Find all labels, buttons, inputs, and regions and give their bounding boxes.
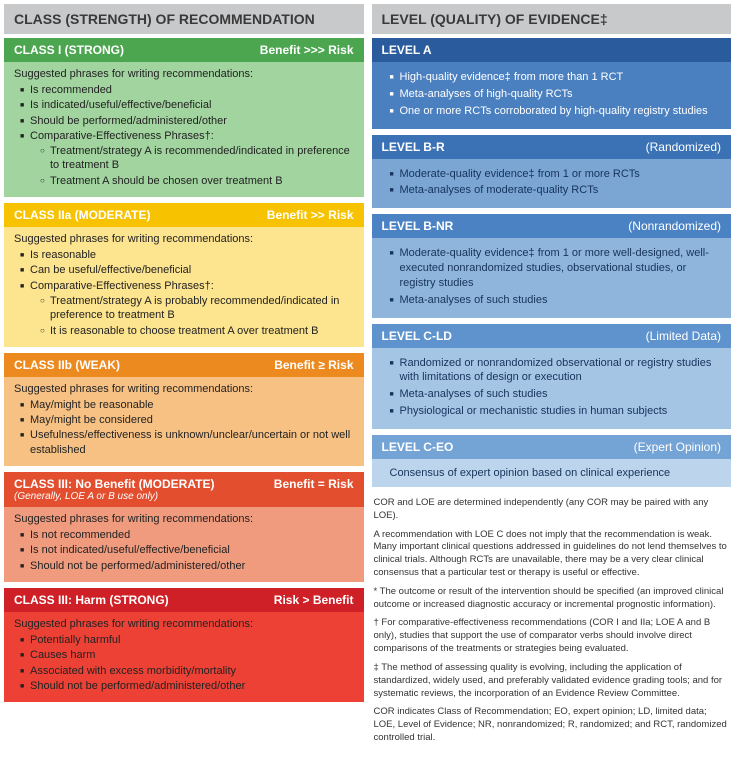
- list-subitem: It is reasonable to choose treatment A o…: [40, 324, 354, 338]
- class-header: CLASS I (STRONG) Benefit >>> Risk: [4, 38, 364, 62]
- list-item: Physiological or mechanistic studies in …: [390, 404, 720, 419]
- class-name: CLASS IIb (WEAK): [14, 358, 120, 372]
- list-item: Associated with excess morbidity/mortali…: [20, 664, 354, 678]
- level-block: LEVEL C-EO (Expert Opinion) Consensus of e…: [372, 435, 732, 487]
- class-intro: Suggested phrases for writing recommenda…: [14, 618, 354, 630]
- list-item: Is recommended: [20, 83, 354, 97]
- level-qualifier: (Expert Opinion): [634, 440, 721, 454]
- list-item: Meta-analyses of such studies: [390, 293, 720, 308]
- class-name: CLASS III: Harm (STRONG): [14, 593, 169, 607]
- level-header: LEVEL B-NR (Nonrandomized): [372, 214, 732, 238]
- list-subitem: Treatment/strategy A is recommended/indi…: [40, 144, 354, 173]
- level-header: LEVEL A: [372, 38, 732, 62]
- class-body: Suggested phrases for writing recommenda…: [4, 612, 364, 702]
- level-body: Moderate-quality evidence‡ from 1 or mor…: [372, 159, 732, 209]
- list-subitem: Treatment A should be chosen over treatm…: [40, 174, 354, 188]
- list-item: Should be performed/administered/other: [20, 114, 354, 128]
- list-item: Should not be performed/administered/oth…: [20, 559, 354, 573]
- class-block: CLASS III: Harm (STRONG) Risk > Benefit Su…: [4, 588, 364, 702]
- class-risk: Benefit ≥ Risk: [274, 358, 353, 372]
- class-body: Suggested phrases for writing recommenda…: [4, 507, 364, 582]
- level-name: LEVEL C-LD: [382, 329, 452, 343]
- list-item: Is not indicated/useful/effective/benefi…: [20, 543, 354, 557]
- infographic-container: CLASS (STRENGTH) OF RECOMMENDATION CLASS…: [0, 0, 735, 759]
- class-header: CLASS IIb (WEAK) Benefit ≥ Risk: [4, 353, 364, 377]
- class-block: CLASS IIa (MODERATE) Benefit >> Risk Sugge…: [4, 203, 364, 347]
- footnote: COR indicates Class of Recommendation; E…: [374, 706, 730, 744]
- list-item: Can be useful/effective/beneficial: [20, 263, 354, 277]
- left-title: CLASS (STRENGTH) OF RECOMMENDATION: [4, 4, 364, 34]
- level-name: LEVEL B-NR: [382, 219, 454, 233]
- level-name: LEVEL A: [382, 43, 432, 57]
- level-qualifier: (Limited Data): [646, 329, 721, 343]
- class-block: CLASS I (STRONG) Benefit >>> Risk Suggeste…: [4, 38, 364, 197]
- level-header: LEVEL C-LD (Limited Data): [372, 324, 732, 348]
- footnote: * The outcome or result of the intervent…: [374, 586, 730, 612]
- class-body: Suggested phrases for writing recommenda…: [4, 62, 364, 197]
- level-name: LEVEL B-R: [382, 140, 445, 154]
- class-subtitle: (Generally, LOE A or B use only): [14, 491, 214, 502]
- class-name: CLASS I (STRONG): [14, 43, 124, 57]
- level-block: LEVEL B-R (Randomized) Moderate-quality ev…: [372, 135, 732, 209]
- class-block: CLASS IIb (WEAK) Benefit ≥ Risk Suggested …: [4, 353, 364, 466]
- footnote: COR and LOE are determined independently…: [374, 497, 730, 523]
- list-item: Causes harm: [20, 648, 354, 662]
- list-item: May/might be considered: [20, 413, 354, 427]
- list-item: Moderate-quality evidence‡ from 1 or mor…: [390, 246, 720, 291]
- level-body: Moderate-quality evidence‡ from 1 or mor…: [372, 238, 732, 317]
- level-block: LEVEL C-LD (Limited Data) Randomized or no…: [372, 324, 732, 429]
- level-body: Randomized or nonrandomized observationa…: [372, 348, 732, 429]
- list-item: Comparative-Effectiveness Phrases†:Treat…: [20, 129, 354, 188]
- class-name: CLASS IIa (MODERATE): [14, 208, 150, 222]
- list-item: Should not be performed/administered/oth…: [20, 679, 354, 693]
- level-name: LEVEL C-EO: [382, 440, 454, 454]
- list-subitem: Treatment/strategy A is probably recomme…: [40, 294, 354, 323]
- level-body: High-quality evidence‡ from more than 1 …: [372, 62, 732, 129]
- level-block: LEVEL B-NR (Nonrandomized) Moderate-qualit…: [372, 214, 732, 317]
- class-intro: Suggested phrases for writing recommenda…: [14, 233, 354, 245]
- list-item: Is not recommended: [20, 528, 354, 542]
- class-header: CLASS IIa (MODERATE) Benefit >> Risk: [4, 203, 364, 227]
- level-header: LEVEL B-R (Randomized): [372, 135, 732, 159]
- class-name: CLASS III: No Benefit (MODERATE): [14, 477, 214, 491]
- list-item: Moderate-quality evidence‡ from 1 or mor…: [390, 167, 720, 182]
- list-item: Is indicated/useful/effective/beneficial: [20, 98, 354, 112]
- class-intro: Suggested phrases for writing recommenda…: [14, 513, 354, 525]
- footnotes: COR and LOE are determined independently…: [372, 493, 732, 755]
- list-item: Is reasonable: [20, 248, 354, 262]
- level-qualifier: (Nonrandomized): [628, 219, 721, 233]
- level-plain-text: Consensus of expert opinion based on cli…: [384, 467, 720, 479]
- footnote: † For comparative-effectiveness recommen…: [374, 617, 730, 655]
- list-item: Usefulness/effectiveness is unknown/uncl…: [20, 428, 354, 457]
- class-body: Suggested phrases for writing recommenda…: [4, 377, 364, 466]
- level-header: LEVEL C-EO (Expert Opinion): [372, 435, 732, 459]
- footnote: A recommendation with LOE C does not imp…: [374, 529, 730, 580]
- list-item: Meta-analyses of such studies: [390, 387, 720, 402]
- class-risk: Benefit = Risk: [274, 477, 354, 491]
- footnote: ‡ The method of assessing quality is evo…: [374, 662, 730, 700]
- class-intro: Suggested phrases for writing recommenda…: [14, 68, 354, 80]
- level-block: LEVEL A High-quality evidence‡ from more …: [372, 38, 732, 129]
- class-header: CLASS III: No Benefit (MODERATE)(General…: [4, 472, 364, 507]
- list-item: Comparative-Effectiveness Phrases†:Treat…: [20, 279, 354, 338]
- class-risk: Benefit >> Risk: [267, 208, 354, 222]
- level-qualifier: (Randomized): [646, 140, 721, 154]
- list-item: High-quality evidence‡ from more than 1 …: [390, 70, 720, 85]
- list-item: One or more RCTs corroborated by high-qu…: [390, 104, 720, 119]
- level-body: Consensus of expert opinion based on cli…: [372, 459, 732, 487]
- class-intro: Suggested phrases for writing recommenda…: [14, 383, 354, 395]
- list-item: Potentially harmful: [20, 633, 354, 647]
- list-item: May/might be reasonable: [20, 398, 354, 412]
- left-column: CLASS (STRENGTH) OF RECOMMENDATION CLASS…: [4, 4, 364, 755]
- list-item: Randomized or nonrandomized observationa…: [390, 356, 720, 386]
- class-header: CLASS III: Harm (STRONG) Risk > Benefit: [4, 588, 364, 612]
- class-body: Suggested phrases for writing recommenda…: [4, 227, 364, 347]
- class-risk: Risk > Benefit: [274, 593, 354, 607]
- right-title: LEVEL (QUALITY) OF EVIDENCE‡: [372, 4, 732, 34]
- list-item: Meta-analyses of high-quality RCTs: [390, 87, 720, 102]
- class-risk: Benefit >>> Risk: [260, 43, 354, 57]
- right-column: LEVEL (QUALITY) OF EVIDENCE‡ LEVEL A High…: [372, 4, 732, 755]
- list-item: Meta-analyses of moderate-quality RCTs: [390, 183, 720, 198]
- class-block: CLASS III: No Benefit (MODERATE)(General…: [4, 472, 364, 582]
